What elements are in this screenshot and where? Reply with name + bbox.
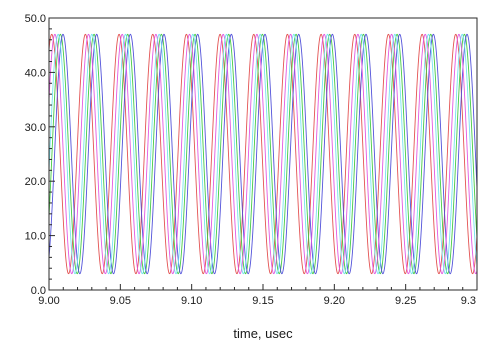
y-tick-labels: 0.0 10.0 20.0 30.0 40.0 50.0 — [25, 13, 46, 297]
y-tick-label: 20.0 — [25, 176, 46, 188]
y-tick-label: 40.0 — [25, 67, 46, 79]
series-line-2 — [48, 33, 478, 275]
x-tick-label: 9.3 — [461, 295, 476, 307]
x-tick-label: 9.10 — [181, 295, 202, 307]
series-layer — [48, 33, 478, 275]
x-tick-labels: 9.00 9.05 9.10 9.15 9.20 9.25 9.3 — [38, 295, 476, 307]
series-line-3 — [48, 33, 478, 275]
x-axis-title: time, usec — [233, 326, 293, 341]
y-tick-label: 0.0 — [31, 285, 46, 297]
x-tick-label: 9.05 — [110, 295, 131, 307]
series-line-1 — [48, 33, 478, 275]
y-tick-label: 10.0 — [25, 231, 46, 243]
y-tick-label: 30.0 — [25, 122, 46, 134]
y-tick-label: 50.0 — [25, 13, 46, 25]
series-line-4 — [48, 33, 478, 275]
x-tick-label: 9.15 — [252, 295, 273, 307]
x-tick-label: 9.20 — [324, 295, 345, 307]
plot-frame — [48, 17, 478, 291]
series-line-5 — [48, 33, 478, 275]
x-tick-label: 9.25 — [395, 295, 416, 307]
x-tick-label: 9.00 — [38, 295, 59, 307]
